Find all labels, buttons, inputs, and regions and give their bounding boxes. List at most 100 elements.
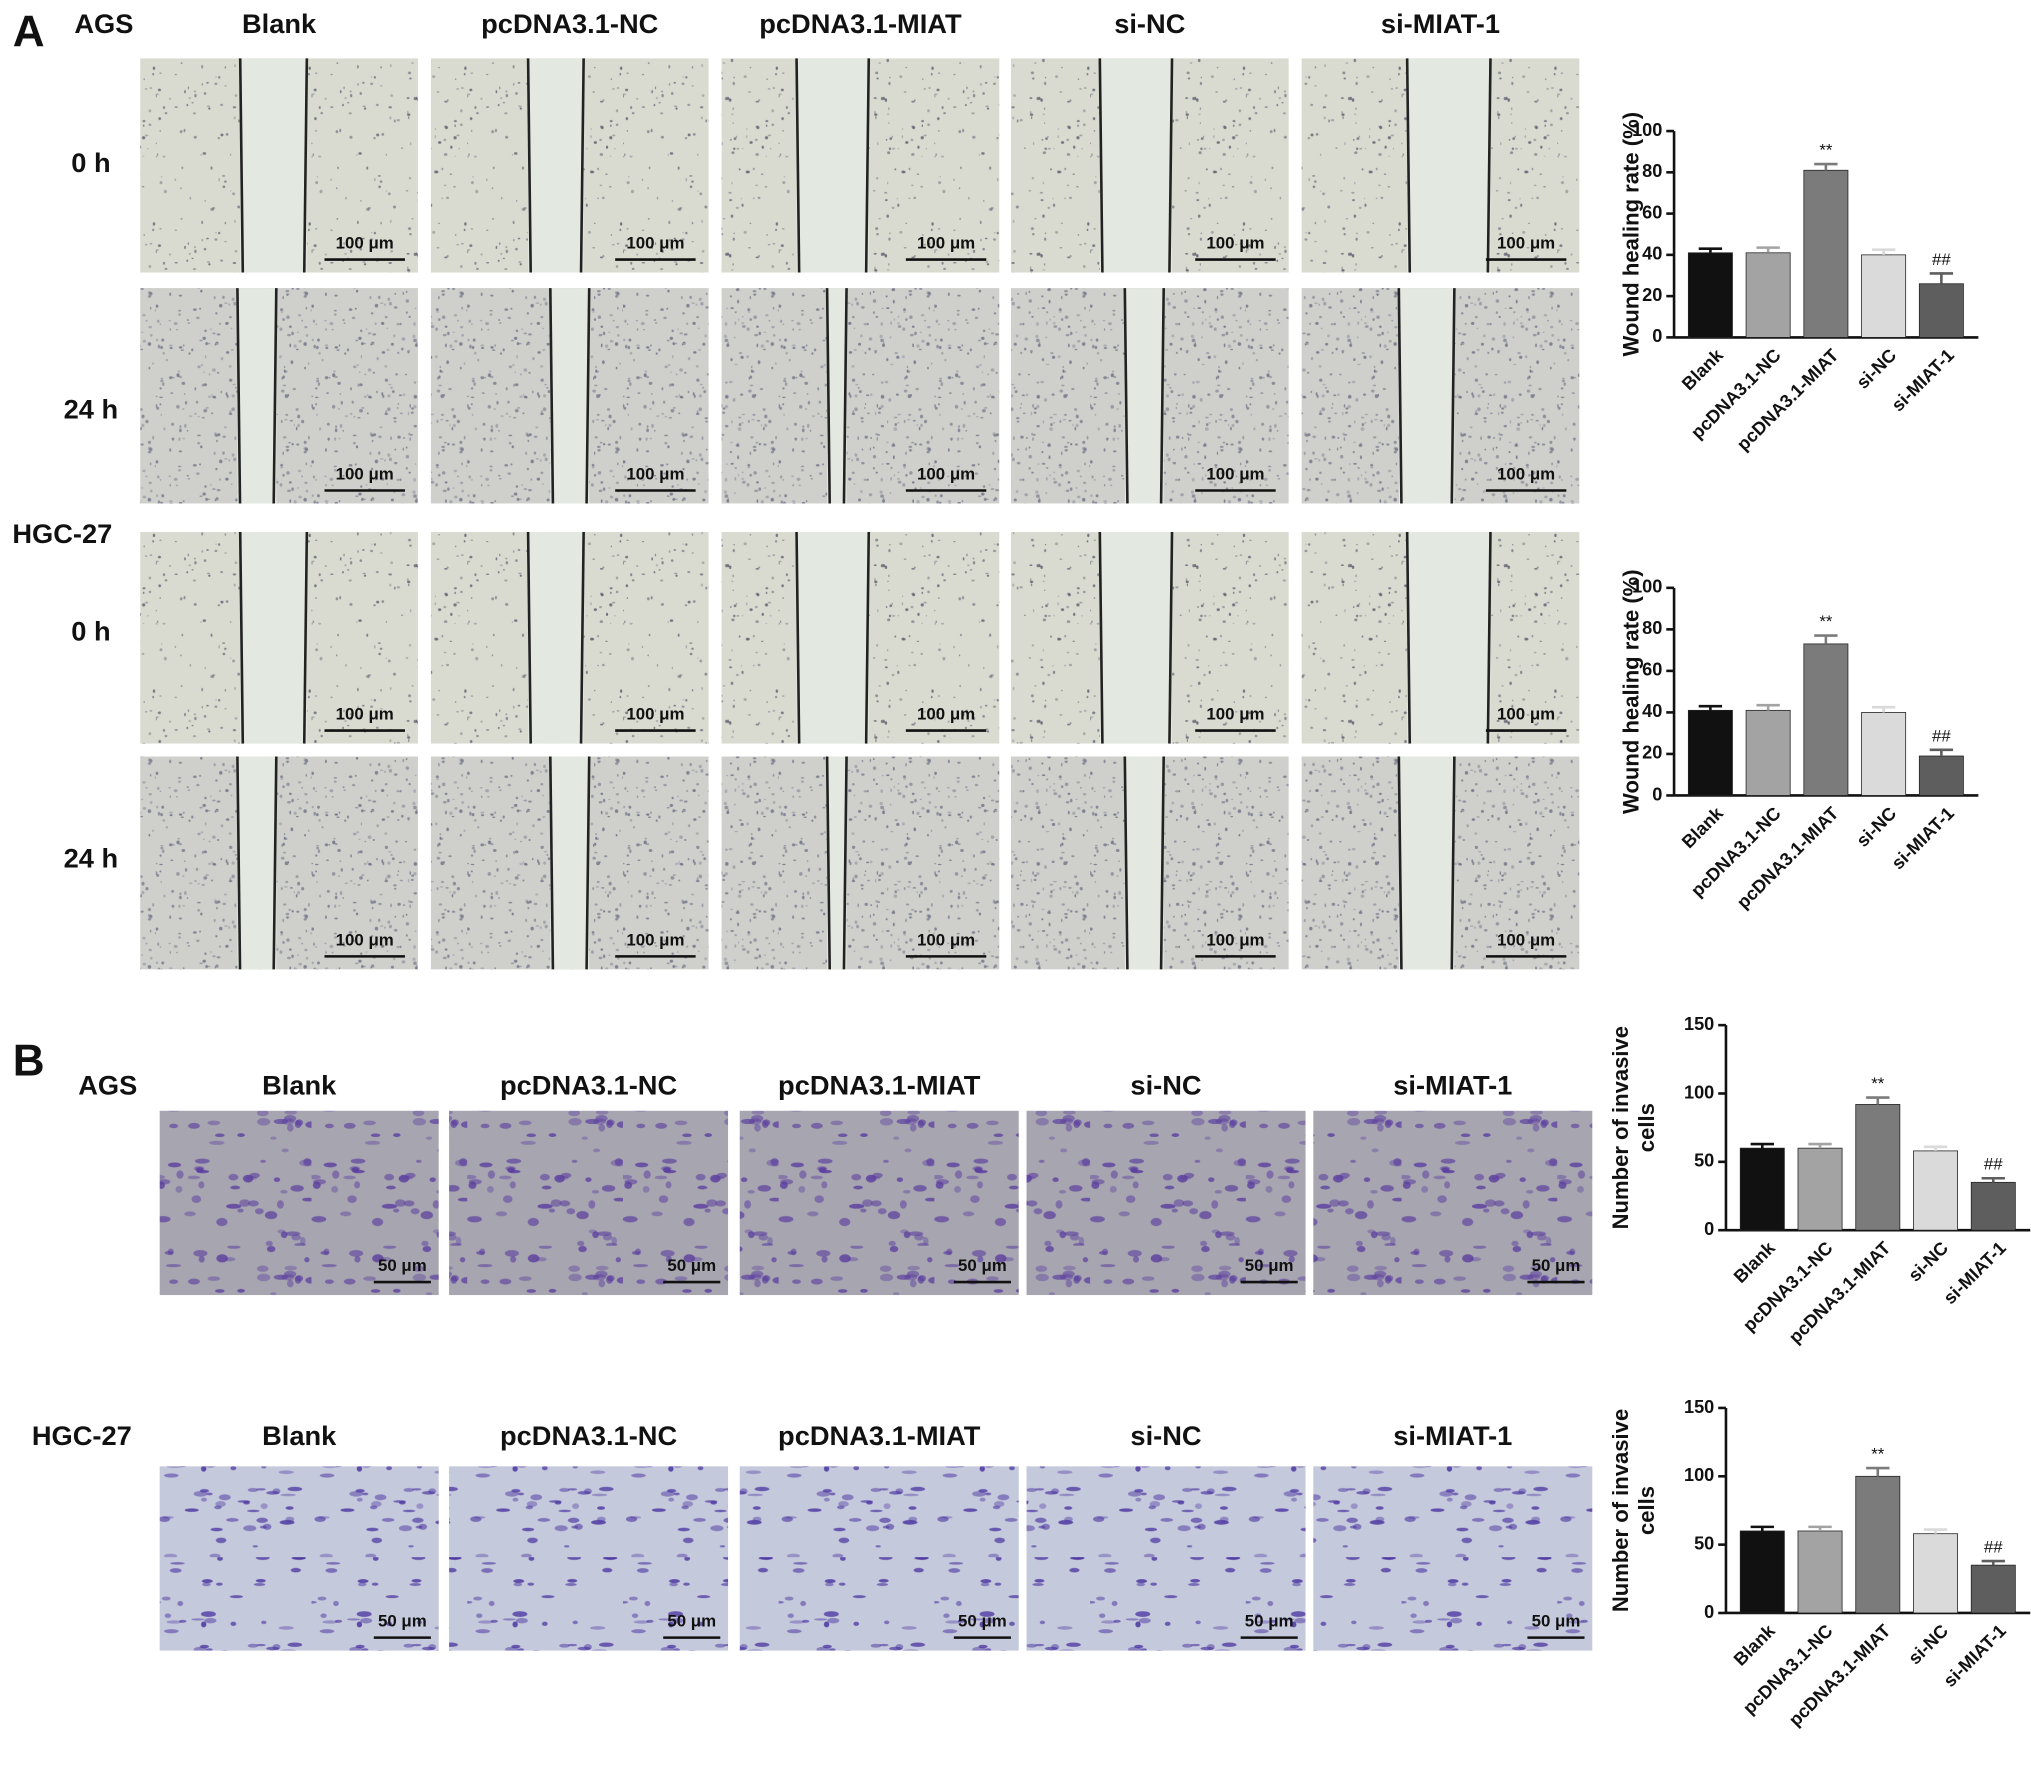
- scale-bar-label: 50 μm: [667, 1256, 716, 1275]
- wound-gap: [1124, 756, 1164, 970]
- x-tick-label: si-NC: [1904, 1238, 1952, 1286]
- column-header: si-MIAT-1: [1393, 1420, 1512, 1451]
- scale-bar-label: 100 μm: [1206, 233, 1264, 252]
- error-bar: [1814, 162, 1838, 171]
- bar: [1855, 1475, 1901, 1614]
- wound-edge: [1098, 58, 1104, 273]
- scale-bar-label: 100 μm: [626, 233, 684, 252]
- y-tick-label: 100: [1632, 120, 1662, 140]
- scale-bar-label: 100 μm: [1497, 464, 1555, 483]
- error-bar: [1750, 1525, 1774, 1531]
- time-label: 24 h: [64, 394, 119, 425]
- column-header: pcDNA3.1-MIAT: [778, 1070, 981, 1101]
- cell-line-label: AGS: [78, 1070, 137, 1101]
- bar: [1913, 1150, 1958, 1231]
- wound-gap: [827, 288, 847, 504]
- significance: **: [1871, 1074, 1885, 1093]
- error-bar: [1698, 247, 1723, 253]
- x-tick-label: pcDNA3.1-MIAT: [1785, 1238, 1894, 1347]
- y-tick-label: 60: [1642, 660, 1662, 680]
- y-axis-label: cells: [1634, 1486, 1659, 1535]
- scale-bar-label: 100 μm: [1497, 930, 1555, 949]
- wound-edge: [272, 288, 278, 504]
- y-tick-label: 100: [1684, 1082, 1714, 1102]
- scale-bar-label: 50 μm: [378, 1256, 427, 1275]
- scale-bar-label: 100 μm: [336, 233, 394, 252]
- wound-edge: [1159, 756, 1165, 970]
- wound-edge: [1123, 756, 1129, 970]
- y-tick-label: 0: [1704, 1219, 1714, 1239]
- error-bar: [1756, 703, 1780, 711]
- wound-edge: [1405, 532, 1412, 744]
- bar: [1797, 1530, 1843, 1614]
- wound-gap: [550, 756, 590, 970]
- significance: **: [1871, 1445, 1885, 1464]
- error-bar: [1929, 748, 1954, 757]
- wound-edge: [795, 532, 801, 744]
- column-header: si-NC: [1130, 1070, 1201, 1101]
- wound-edge: [1168, 532, 1174, 744]
- error-bar: [1698, 704, 1723, 711]
- bar: [1739, 1147, 1785, 1231]
- wound-edge: [1397, 288, 1403, 504]
- y-tick-label: 0: [1652, 326, 1662, 346]
- cell-line-label: HGC-27: [12, 518, 112, 549]
- wound-gap: [796, 532, 869, 744]
- significance: **: [1819, 141, 1833, 160]
- wound-gap: [827, 756, 847, 970]
- cell-line-label: AGS: [74, 8, 133, 39]
- y-axis-label: cells: [1634, 1103, 1659, 1152]
- column-header: pcDNA3.1-NC: [481, 8, 658, 39]
- column-header: si-NC: [1130, 1420, 1201, 1451]
- scale-bar-label: 100 μm: [336, 464, 394, 483]
- significance: ##: [1932, 250, 1951, 269]
- bar: [1797, 1147, 1843, 1231]
- wound-gap: [796, 58, 869, 273]
- y-tick-label: 40: [1642, 244, 1662, 264]
- scale-bar-label: 50 μm: [1245, 1256, 1294, 1275]
- x-tick-label: si-MIAT-1: [1888, 345, 1958, 415]
- wound-edge: [238, 532, 245, 744]
- micrograph: [140, 756, 418, 970]
- micrograph: [1026, 1110, 1306, 1296]
- bar: [1861, 712, 1907, 796]
- time-label: 24 h: [64, 843, 119, 874]
- x-tick-label: pcDNA3.1-MIAT: [1785, 1621, 1894, 1730]
- wound-edge: [526, 532, 532, 744]
- wound-gap: [237, 756, 277, 970]
- wound-edge: [842, 756, 848, 970]
- wound-edge: [864, 532, 871, 744]
- y-tick-label: 50: [1694, 1533, 1714, 1553]
- micrograph: [721, 756, 1000, 970]
- wound-edge: [1405, 58, 1412, 273]
- y-tick-label: 60: [1642, 202, 1662, 222]
- bar: [1970, 1564, 2016, 1614]
- scale-bar-label: 100 μm: [1206, 704, 1264, 723]
- scale-bar-label: 100 μm: [626, 930, 684, 949]
- error-bar: [1808, 1142, 1832, 1149]
- y-tick-label: 0: [1704, 1602, 1714, 1622]
- wound-gap: [237, 288, 277, 504]
- scale-bar-label: 50 μm: [667, 1612, 716, 1631]
- column-header: pcDNA3.1-NC: [500, 1420, 677, 1451]
- y-axis-label: Wound healing rate (%): [1618, 569, 1643, 814]
- micrograph: [1313, 1466, 1593, 1651]
- y-tick-label: 150: [1684, 1014, 1714, 1034]
- column-header: si-MIAT-1: [1381, 8, 1500, 39]
- scale-bar-label: 100 μm: [336, 930, 394, 949]
- wound-edge: [825, 288, 831, 504]
- x-tick-label: Blank: [1678, 344, 1728, 394]
- wound-edge: [238, 58, 245, 273]
- panel-label: B: [13, 1037, 45, 1086]
- wound-edge: [585, 756, 591, 970]
- micrograph: [739, 1110, 1019, 1296]
- micrograph: [140, 288, 418, 504]
- y-tick-label: 50: [1694, 1151, 1714, 1171]
- scale-bar-label: 100 μm: [1497, 704, 1555, 723]
- x-tick-label: pcDNA3.1-MIAT: [1733, 345, 1842, 454]
- wound-edge: [842, 288, 848, 504]
- error-bar: [1981, 1176, 2005, 1183]
- error-bar: [1808, 1525, 1832, 1531]
- y-axis-label: Wound healing rate (%): [1618, 112, 1643, 357]
- scale-bar-label: 100 μm: [626, 464, 684, 483]
